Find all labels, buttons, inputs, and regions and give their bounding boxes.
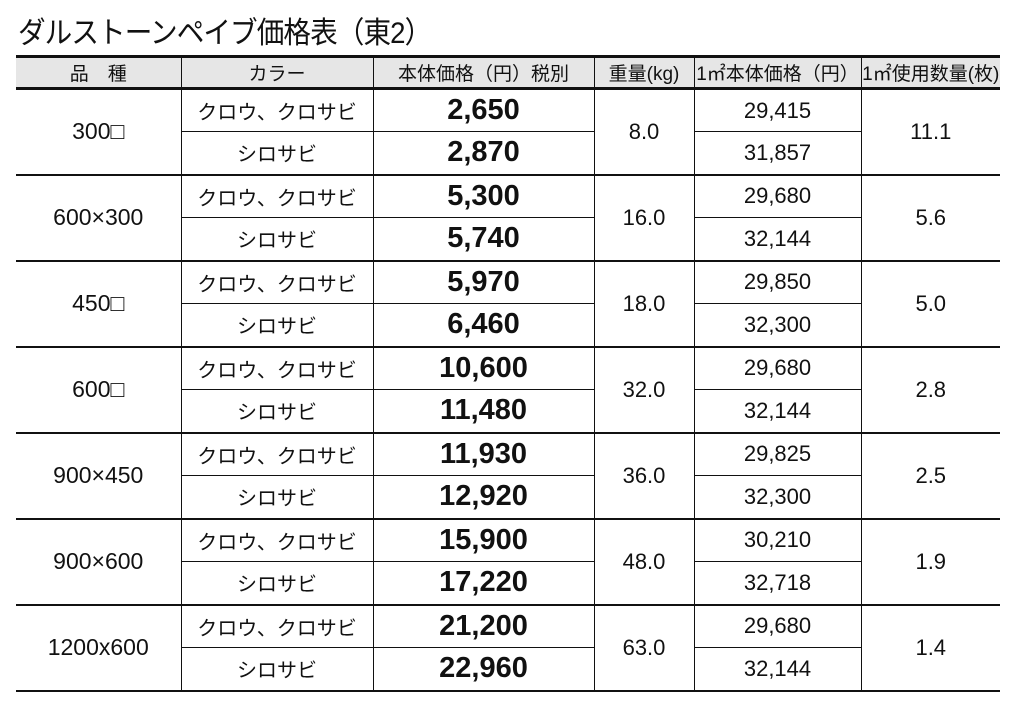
table-row: 900×450 クロウ、クロサビ 11,930 36.0 29,825 2.5 bbox=[16, 431, 1000, 520]
price-table: 品 種 カラー 本体価格（円）税別 重量(kg) 1㎡本体価格（円） 1㎡使用数… bbox=[16, 55, 1000, 692]
color-name: クロウ、クロサビ bbox=[180, 517, 373, 562]
color-name: シロサビ bbox=[180, 647, 373, 692]
sqm-quantity: 1.4 bbox=[860, 603, 1000, 692]
color-name: シロサビ bbox=[180, 389, 373, 433]
sqm-price: 29,680 bbox=[693, 603, 861, 648]
sqm-quantity: 11.1 bbox=[860, 87, 1000, 176]
unit-price: 10,600 bbox=[372, 345, 594, 390]
sqm-price: 29,680 bbox=[693, 173, 861, 218]
weight: 18.0 bbox=[593, 259, 694, 348]
sqm-price: 29,680 bbox=[693, 345, 861, 390]
table-row: シロサビ 17,220 32,718 bbox=[16, 561, 1000, 605]
product-name: 1200x600 bbox=[16, 603, 181, 692]
table-row: シロサビ 5,740 32,144 bbox=[16, 217, 1000, 261]
unit-price: 6,460 bbox=[372, 303, 594, 347]
sqm-quantity: 2.8 bbox=[860, 345, 1000, 434]
sqm-price: 31,857 bbox=[693, 131, 861, 175]
header-price: 本体価格（円）税別 bbox=[372, 55, 594, 90]
color-name: クロウ、クロサビ bbox=[180, 173, 373, 218]
unit-price: 5,970 bbox=[372, 259, 594, 304]
color-name: クロウ、クロサビ bbox=[180, 87, 373, 132]
sqm-quantity: 2.5 bbox=[860, 431, 1000, 520]
color-name: シロサビ bbox=[180, 475, 373, 519]
unit-price: 21,200 bbox=[372, 603, 594, 648]
sqm-price: 32,144 bbox=[693, 217, 861, 261]
unit-price: 2,870 bbox=[372, 131, 594, 175]
sqm-price: 32,144 bbox=[693, 647, 861, 692]
sqm-price: 32,718 bbox=[693, 561, 861, 605]
page-title: ダルストーンペイブ価格表（東2） bbox=[18, 17, 432, 50]
unit-price: 12,920 bbox=[372, 475, 594, 519]
sqm-quantity: 1.9 bbox=[860, 517, 1000, 606]
header-color: カラー bbox=[180, 55, 373, 90]
color-name: クロウ、クロサビ bbox=[180, 603, 373, 648]
unit-price: 11,480 bbox=[372, 389, 594, 433]
table-row: 450□ クロウ、クロサビ 5,970 18.0 29,850 5.0 bbox=[16, 259, 1000, 348]
unit-price: 11,930 bbox=[372, 431, 594, 476]
unit-price: 5,740 bbox=[372, 217, 594, 261]
weight: 63.0 bbox=[593, 603, 694, 692]
product-name: 900×450 bbox=[16, 431, 181, 520]
table-row: 600□ クロウ、クロサビ 10,600 32.0 29,680 2.8 bbox=[16, 345, 1000, 434]
sqm-price: 29,825 bbox=[693, 431, 861, 476]
sqm-price: 32,144 bbox=[693, 389, 861, 433]
color-name: クロウ、クロサビ bbox=[180, 431, 373, 476]
table-row: シロサビ 22,960 32,144 bbox=[16, 647, 1000, 692]
color-name: シロサビ bbox=[180, 303, 373, 347]
table-row: シロサビ 12,920 32,300 bbox=[16, 475, 1000, 519]
header-qty: 1㎡使用数量(枚) bbox=[860, 55, 1000, 90]
table-row: シロサビ 11,480 32,144 bbox=[16, 389, 1000, 433]
sqm-price: 29,850 bbox=[693, 259, 861, 304]
weight: 32.0 bbox=[593, 345, 694, 434]
product-name: 300□ bbox=[16, 87, 181, 176]
header-sqm-price: 1㎡本体価格（円） bbox=[693, 55, 861, 90]
product-name: 450□ bbox=[16, 259, 181, 348]
unit-price: 5,300 bbox=[372, 173, 594, 218]
sqm-quantity: 5.0 bbox=[860, 259, 1000, 348]
weight: 36.0 bbox=[593, 431, 694, 520]
weight: 16.0 bbox=[593, 173, 694, 262]
unit-price: 22,960 bbox=[372, 647, 594, 692]
product-name: 600□ bbox=[16, 345, 181, 434]
table-row: シロサビ 2,870 31,857 bbox=[16, 131, 1000, 175]
table-row: 1200x600 クロウ、クロサビ 21,200 63.0 29,680 1.4 bbox=[16, 603, 1000, 692]
unit-price: 17,220 bbox=[372, 561, 594, 605]
header-row: 品 種 カラー 本体価格（円）税別 重量(kg) 1㎡本体価格（円） 1㎡使用数… bbox=[16, 55, 1000, 90]
table-row: 600×300 クロウ、クロサビ 5,300 16.0 29,680 5.6 bbox=[16, 173, 1000, 262]
header-weight: 重量(kg) bbox=[593, 55, 694, 90]
table-row: シロサビ 6,460 32,300 bbox=[16, 303, 1000, 347]
sqm-price: 29,415 bbox=[693, 87, 861, 132]
sqm-price: 32,300 bbox=[693, 475, 861, 519]
table-row: 900×600 クロウ、クロサビ 15,900 48.0 30,210 1.9 bbox=[16, 517, 1000, 606]
unit-price: 2,650 bbox=[372, 87, 594, 132]
sqm-price: 30,210 bbox=[693, 517, 861, 562]
product-name: 900×600 bbox=[16, 517, 181, 606]
table-row: 300□ クロウ、クロサビ 2,650 8.0 29,415 11.1 bbox=[16, 87, 1000, 176]
weight: 48.0 bbox=[593, 517, 694, 606]
unit-price: 15,900 bbox=[372, 517, 594, 562]
weight: 8.0 bbox=[593, 87, 694, 176]
sqm-quantity: 5.6 bbox=[860, 173, 1000, 262]
sqm-price: 32,300 bbox=[693, 303, 861, 347]
product-name: 600×300 bbox=[16, 173, 181, 262]
color-name: シロサビ bbox=[180, 131, 373, 175]
color-name: シロサビ bbox=[180, 561, 373, 605]
color-name: クロウ、クロサビ bbox=[180, 345, 373, 390]
color-name: クロウ、クロサビ bbox=[180, 259, 373, 304]
header-product: 品 種 bbox=[16, 55, 181, 90]
color-name: シロサビ bbox=[180, 217, 373, 261]
